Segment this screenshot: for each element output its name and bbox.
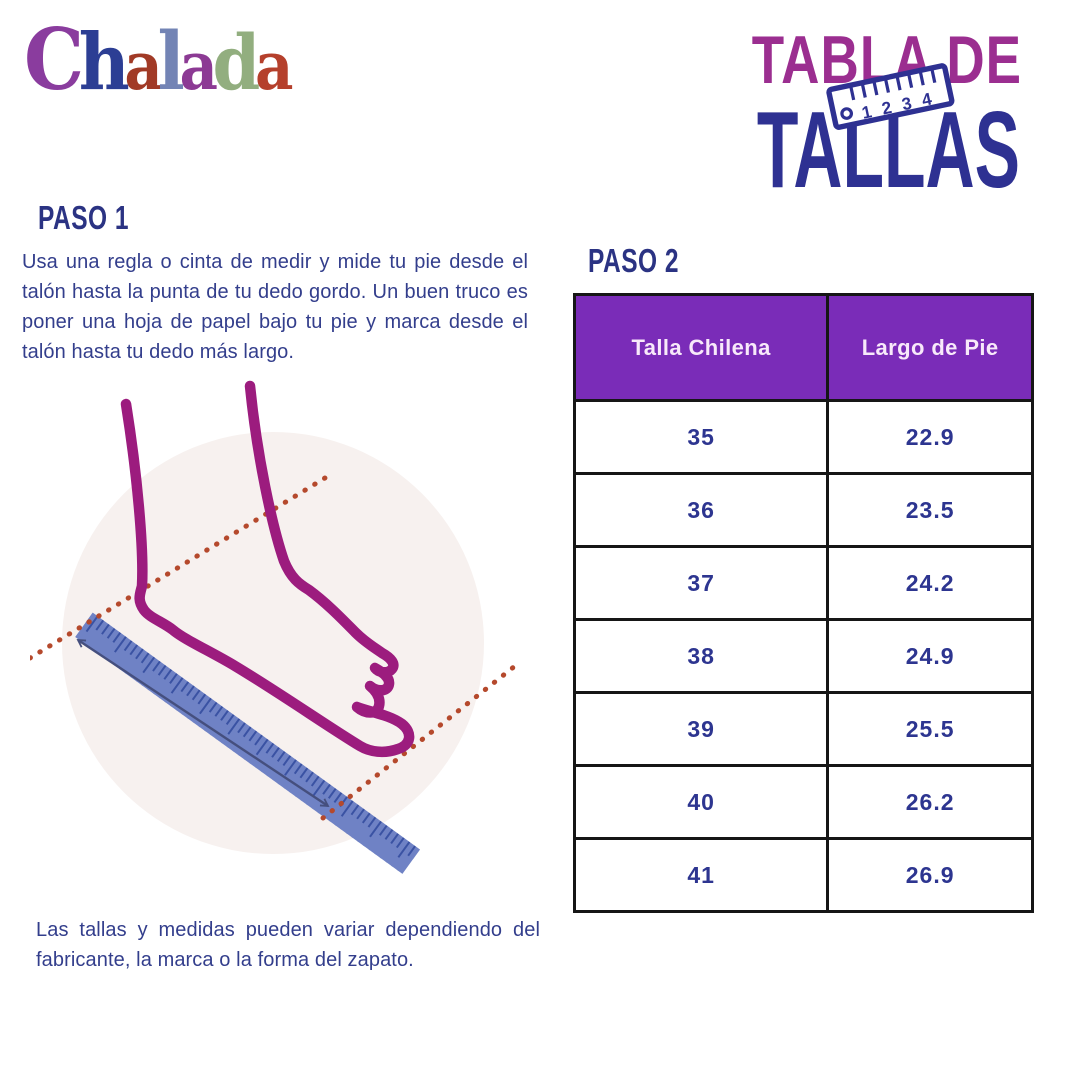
size-table-header-row: Talla Chilena Largo de Pie (572, 293, 1034, 402)
logo-letter: a (179, 27, 217, 105)
step1-heading: PASO 1 (38, 200, 129, 237)
column-header-talla-chilena: Talla Chilena (572, 293, 830, 402)
svg-text:1: 1 (860, 101, 874, 123)
foot-measurement-illustration (30, 380, 518, 874)
largo-cell: 26.2 (826, 764, 1034, 840)
largo-cell: 26.9 (826, 837, 1034, 913)
talla-cell: 35 (572, 399, 830, 475)
foot-outline (120, 380, 415, 758)
talla-cell: 36 (572, 472, 830, 548)
size-table-row: 37 24.2 (572, 545, 1034, 621)
size-table-row: 40 26.2 (572, 764, 1034, 840)
largo-cell: 25.5 (826, 691, 1034, 767)
talla-cell: 37 (572, 545, 830, 621)
logo-letter: d (212, 18, 261, 107)
size-table-row: 38 24.9 (572, 618, 1034, 694)
svg-text:2: 2 (880, 97, 894, 119)
talla-cell: 38 (572, 618, 830, 694)
heel-guide-dotted-line (30, 475, 328, 661)
size-table: Talla Chilena Largo de Pie 35 22.9 36 23… (572, 293, 1034, 913)
size-table-row: 35 22.9 (572, 399, 1034, 475)
column-header-largo-de-pie: Largo de Pie (826, 293, 1034, 402)
talla-cell: 41 (572, 837, 830, 913)
logo-letter: C (24, 10, 84, 109)
talla-cell: 40 (572, 764, 830, 840)
step1-instructions: Usa una regla o cinta de medir y mide tu… (22, 251, 528, 363)
svg-text:3: 3 (900, 93, 914, 115)
size-table-row: 41 26.9 (572, 837, 1034, 913)
disclaimer-text: Las tallas y medidas pueden variar depen… (36, 919, 540, 971)
logo-letter: a (254, 27, 293, 105)
largo-cell: 24.9 (826, 618, 1034, 694)
ruler-badge-icon: 1 2 3 4 (826, 63, 955, 130)
logo-letter: a (124, 27, 162, 105)
largo-cell: 24.2 (826, 545, 1034, 621)
brand-logo: C h a l a d a (24, 10, 293, 113)
size-table-row: 36 23.5 (572, 472, 1034, 548)
step2-heading: PASO 2 (588, 243, 679, 280)
largo-cell: 23.5 (826, 472, 1034, 548)
size-table-row: 39 25.5 (572, 691, 1034, 767)
largo-cell: 22.9 (826, 399, 1034, 475)
talla-cell: 39 (572, 691, 830, 767)
svg-text:4: 4 (920, 88, 934, 110)
measure-arrow (76, 638, 330, 808)
logo-letter: h (78, 17, 130, 108)
logo-letter: l (157, 14, 185, 108)
